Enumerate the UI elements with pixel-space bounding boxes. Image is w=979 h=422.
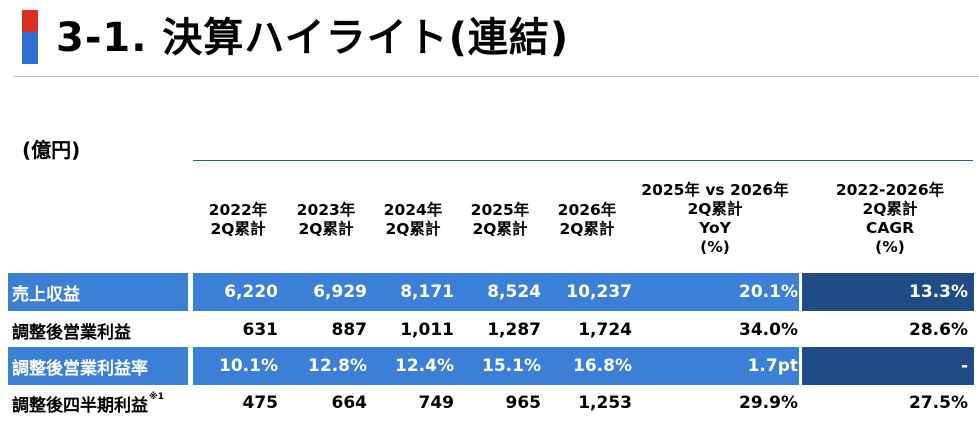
value-cell: 6,929 xyxy=(313,282,367,302)
row-label: 売上収益 xyxy=(8,273,188,311)
footnote-marker: ※1 xyxy=(149,392,165,402)
value-cell: 8,524 xyxy=(487,282,541,302)
col-header-2022: 2022年 2Q累計 xyxy=(208,201,268,238)
row-label: 調整後営業利益率 xyxy=(8,347,188,385)
value-cell: 749 xyxy=(418,393,455,413)
value-cell: 8,171 xyxy=(400,282,454,302)
table-row-revenue: 売上収益 6,220 6,929 8,171 8,524 10,237 20.1… xyxy=(8,273,974,311)
row-label: 調整後営業利益 xyxy=(12,322,131,343)
cagr-cell: 27.5% xyxy=(909,393,968,413)
value-cell: 631 xyxy=(242,320,279,340)
row-label: 調整後四半期利益 ※1 xyxy=(12,392,165,416)
title-divider xyxy=(14,76,979,77)
cagr-cell: 13.3% xyxy=(909,282,968,302)
value-cell: 12.4% xyxy=(395,356,454,376)
yoy-cell: 34.0% xyxy=(739,320,798,340)
unit-label: (億円) xyxy=(22,138,81,162)
header-divider xyxy=(193,160,973,161)
col-header-2025: 2025年 2Q累計 xyxy=(470,201,530,238)
value-cell: 1,253 xyxy=(578,393,632,413)
col-header-cagr: 2022-2026年 2Q累計 CAGR (%) xyxy=(835,181,945,256)
yoy-cell: 29.9% xyxy=(739,393,798,413)
value-cell: 10,237 xyxy=(566,282,632,302)
value-cell: 12.8% xyxy=(308,356,367,376)
table-row-adjusted-operating-margin: 調整後営業利益率 10.1% 12.8% 12.4% 15.1% 16.8% 1… xyxy=(8,347,974,385)
yoy-cell: 1.7pt xyxy=(747,356,798,376)
cagr-cell: - xyxy=(960,356,968,376)
title-accent-bar xyxy=(22,10,38,64)
value-cell: 1,287 xyxy=(487,320,541,340)
col-header-2024: 2024年 2Q累計 xyxy=(383,201,443,238)
value-cell: 475 xyxy=(242,393,279,413)
table-row-adjusted-operating-profit: 調整後営業利益 631 887 1,011 1,287 1,724 34.0% … xyxy=(8,311,974,349)
value-cell: 6,220 xyxy=(224,282,278,302)
page-title: 3-1. 決算ハイライト(連結) xyxy=(56,15,570,61)
value-cell: 10.1% xyxy=(219,356,278,376)
yoy-cell: 20.1% xyxy=(739,282,798,302)
table-row-adjusted-quarterly-profit: 調整後四半期利益 ※1 475 664 749 965 1,253 29.9% 2… xyxy=(8,384,974,422)
col-header-2023: 2023年 2Q累計 xyxy=(296,201,356,238)
value-cell: 16.8% xyxy=(573,356,632,376)
col-header-2026: 2026年 2Q累計 xyxy=(557,201,617,238)
value-cell: 1,724 xyxy=(578,320,632,340)
col-header-yoy: 2025年 vs 2026年 2Q累計 YoY (%) xyxy=(641,181,789,256)
value-cell: 1,011 xyxy=(400,320,454,340)
value-cell: 965 xyxy=(505,393,542,413)
value-cell: 15.1% xyxy=(482,356,541,376)
cagr-cell: 28.6% xyxy=(909,320,968,340)
value-cell: 887 xyxy=(331,320,368,340)
value-cell: 664 xyxy=(331,393,368,413)
